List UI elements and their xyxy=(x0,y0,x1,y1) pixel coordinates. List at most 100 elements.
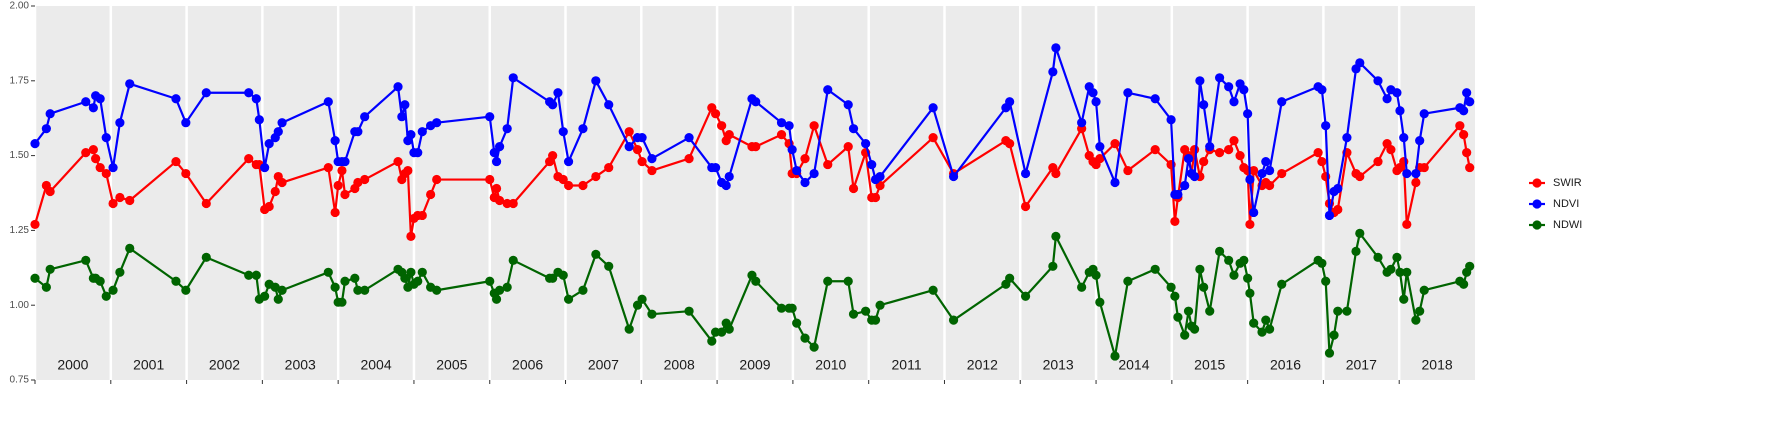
data-point xyxy=(95,94,105,104)
data-point xyxy=(1183,306,1194,316)
data-point xyxy=(350,273,360,283)
data-point xyxy=(264,139,274,149)
data-point xyxy=(928,285,938,295)
data-point xyxy=(1257,327,1267,337)
data-point xyxy=(1239,255,1249,265)
data-point xyxy=(1415,136,1425,146)
data-point xyxy=(637,133,647,143)
data-point xyxy=(563,180,574,191)
data-point xyxy=(1249,207,1259,218)
data-point xyxy=(41,282,51,292)
data-point xyxy=(1317,85,1327,95)
data-point xyxy=(1180,330,1190,340)
data-point xyxy=(928,133,938,143)
data-point xyxy=(784,121,794,131)
data-point xyxy=(1459,130,1469,140)
data-point xyxy=(491,183,502,194)
data-point xyxy=(502,282,512,292)
data-point xyxy=(1166,282,1176,292)
data-point xyxy=(861,139,871,149)
data-point xyxy=(604,100,614,110)
data-point xyxy=(1205,142,1215,152)
data-point xyxy=(776,130,787,140)
data-point xyxy=(41,124,51,134)
data-point xyxy=(1110,351,1120,361)
data-point xyxy=(1095,153,1105,164)
data-point xyxy=(1110,177,1120,188)
data-point xyxy=(1261,156,1271,167)
data-point xyxy=(277,285,287,295)
data-point xyxy=(823,276,833,286)
data-point xyxy=(624,127,634,137)
data-point xyxy=(91,153,101,164)
data-point xyxy=(1005,139,1015,149)
data-point xyxy=(417,210,427,221)
data-point xyxy=(1088,88,1098,98)
data-point xyxy=(264,201,274,212)
data-point xyxy=(637,294,647,304)
data-point xyxy=(1245,219,1255,230)
data-point xyxy=(1229,97,1239,107)
data-point xyxy=(1265,165,1275,176)
data-point xyxy=(1265,324,1275,334)
data-point xyxy=(1465,162,1475,173)
data-point xyxy=(1224,255,1234,265)
x-tick-label: 2012 xyxy=(967,357,998,373)
data-point xyxy=(340,276,350,286)
data-point xyxy=(1402,219,1412,230)
data-point xyxy=(1110,139,1120,149)
data-point xyxy=(848,309,859,319)
data-point xyxy=(1333,306,1343,316)
x-tick-label: 2008 xyxy=(664,357,695,373)
data-point xyxy=(558,270,568,280)
data-point xyxy=(1224,82,1234,92)
data-point xyxy=(125,79,135,89)
data-point xyxy=(1229,270,1239,280)
data-point xyxy=(333,180,343,191)
data-point xyxy=(1373,76,1383,86)
data-point xyxy=(337,165,347,176)
data-point xyxy=(360,174,370,185)
data-point xyxy=(181,168,191,179)
x-tick-label: 2001 xyxy=(133,357,164,373)
data-point xyxy=(823,159,833,170)
y-tick-label: 0.75 xyxy=(10,375,30,386)
data-point xyxy=(1195,76,1205,86)
data-point xyxy=(1465,97,1475,107)
data-point xyxy=(1189,324,1200,334)
data-point xyxy=(1173,312,1183,322)
data-point xyxy=(1020,201,1031,212)
data-point xyxy=(1313,148,1323,158)
data-point xyxy=(108,198,118,209)
data-point xyxy=(270,186,280,197)
data-point xyxy=(1170,216,1180,227)
data-point xyxy=(1395,267,1405,277)
x-tick-label: 2003 xyxy=(285,357,316,373)
data-point xyxy=(360,112,370,122)
data-point xyxy=(273,294,283,304)
data-point xyxy=(400,100,410,110)
data-point xyxy=(45,264,55,274)
data-point xyxy=(1123,88,1133,98)
data-point xyxy=(201,88,211,98)
data-point xyxy=(948,315,959,325)
data-point xyxy=(875,171,885,182)
data-point xyxy=(426,189,436,200)
data-point xyxy=(115,192,125,203)
data-point xyxy=(45,186,55,197)
data-point xyxy=(108,162,118,173)
data-point xyxy=(843,276,853,286)
data-point xyxy=(254,115,264,125)
data-point xyxy=(1005,273,1015,283)
x-tick-label: 2004 xyxy=(360,357,391,373)
data-point xyxy=(1265,180,1275,191)
data-point xyxy=(115,267,125,277)
data-point xyxy=(948,171,959,182)
data-point xyxy=(125,195,135,206)
data-point xyxy=(870,192,881,203)
data-point xyxy=(591,76,601,86)
y-tick-label: 2.00 xyxy=(10,1,30,12)
data-point xyxy=(1465,261,1475,271)
data-point xyxy=(30,273,40,283)
data-point xyxy=(707,336,717,346)
